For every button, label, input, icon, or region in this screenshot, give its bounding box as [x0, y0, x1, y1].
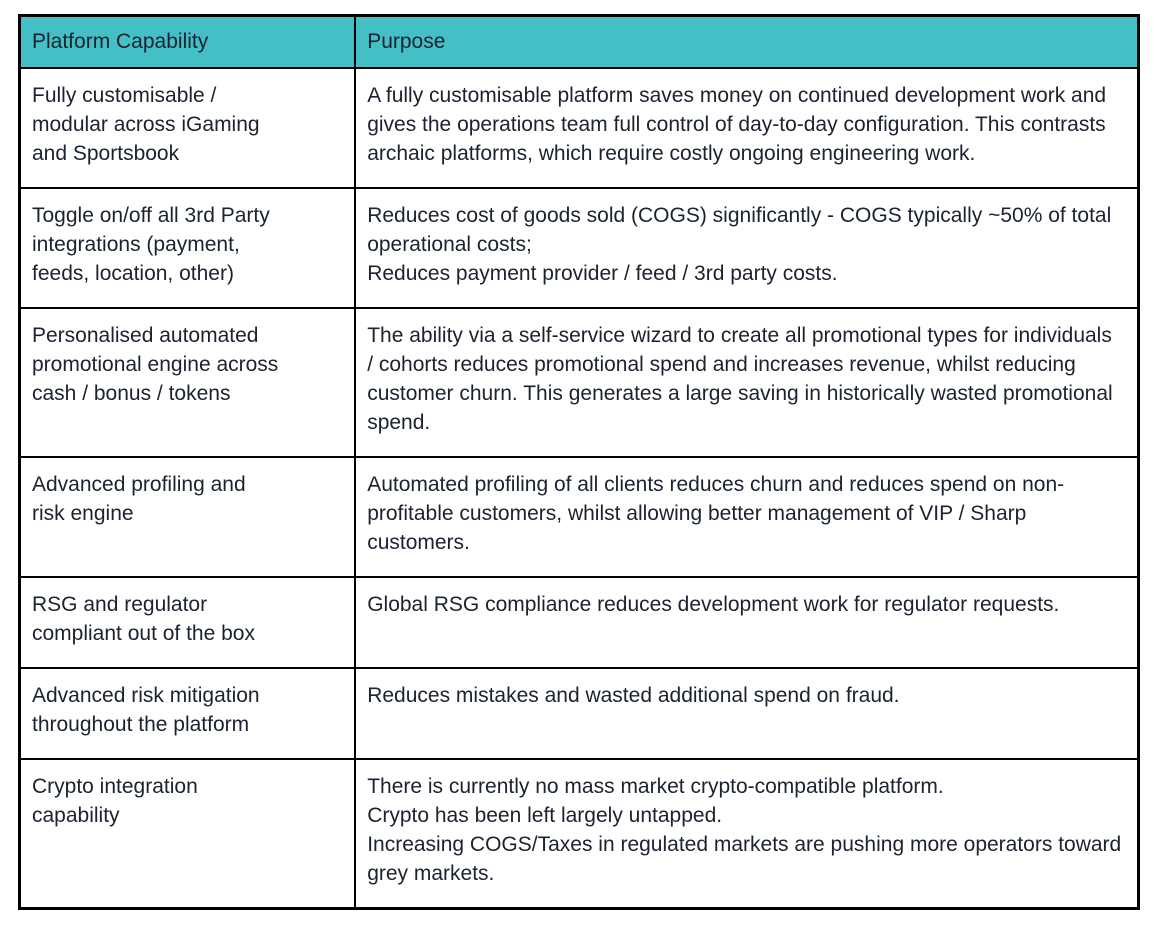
capability-text: Toggle on/off all 3rd Party integrations… — [32, 204, 270, 285]
purpose-text: Reduces cost of goods sold (COGS) signif… — [367, 204, 1112, 285]
capability-cell: Fully customisable / modular across iGam… — [18, 67, 357, 189]
purpose-text: There is currently no mass market crypto… — [367, 775, 1122, 885]
purpose-cell: A fully customisable platform saves mone… — [354, 67, 1140, 189]
purpose-text: Global RSG compliance reduces developmen… — [367, 593, 1060, 616]
purpose-text: A fully customisable platform saves mone… — [367, 84, 1107, 165]
capability-text: Advanced profiling and risk engine — [32, 473, 246, 525]
capability-text: Crypto integration capability — [32, 775, 198, 827]
capability-cell: Crypto integration capability — [18, 758, 357, 910]
capability-cell: RSG and regulator compliant out of the b… — [18, 576, 357, 669]
table-row: Advanced profiling and risk engine Autom… — [18, 456, 1140, 578]
purpose-text: Reduces mistakes and wasted additional s… — [367, 684, 900, 707]
platform-capability-table: Platform Capability Purpose Fully custom… — [18, 14, 1140, 910]
table-row: Personalised automated promotional engin… — [18, 307, 1140, 458]
table-header-row: Platform Capability Purpose — [18, 14, 1140, 69]
header-cell-purpose: Purpose — [354, 14, 1140, 69]
capability-text: Advanced risk mitigation throughout the … — [32, 684, 260, 736]
capability-text: Fully customisable / modular across iGam… — [32, 84, 260, 165]
purpose-cell: Reduces cost of goods sold (COGS) signif… — [354, 187, 1140, 309]
table-row: Toggle on/off all 3rd Party integrations… — [18, 187, 1140, 309]
header-label: Platform Capability — [32, 30, 209, 53]
purpose-cell: There is currently no mass market crypto… — [354, 758, 1140, 910]
capability-cell: Personalised automated promotional engin… — [18, 307, 357, 458]
purpose-cell: Global RSG compliance reduces developmen… — [354, 576, 1140, 669]
capability-text: Personalised automated promotional engin… — [32, 324, 279, 405]
table-row: Advanced risk mitigation throughout the … — [18, 667, 1140, 760]
capability-cell: Advanced risk mitigation throughout the … — [18, 667, 357, 760]
header-cell-platform-capability: Platform Capability — [18, 14, 357, 69]
purpose-text: Automated profiling of all clients reduc… — [367, 473, 1065, 554]
table-row: Fully customisable / modular across iGam… — [18, 67, 1140, 189]
capability-text: RSG and regulator compliant out of the b… — [32, 593, 255, 645]
capability-cell: Advanced profiling and risk engine — [18, 456, 357, 578]
purpose-cell: Reduces mistakes and wasted additional s… — [354, 667, 1140, 760]
purpose-cell: The ability via a self-service wizard to… — [354, 307, 1140, 458]
purpose-text: The ability via a self-service wizard to… — [367, 324, 1113, 434]
header-label: Purpose — [367, 30, 446, 53]
table-row: RSG and regulator compliant out of the b… — [18, 576, 1140, 669]
table-row: Crypto integration capability There is c… — [18, 758, 1140, 910]
purpose-cell: Automated profiling of all clients reduc… — [354, 456, 1140, 578]
capability-cell: Toggle on/off all 3rd Party integrations… — [18, 187, 357, 309]
